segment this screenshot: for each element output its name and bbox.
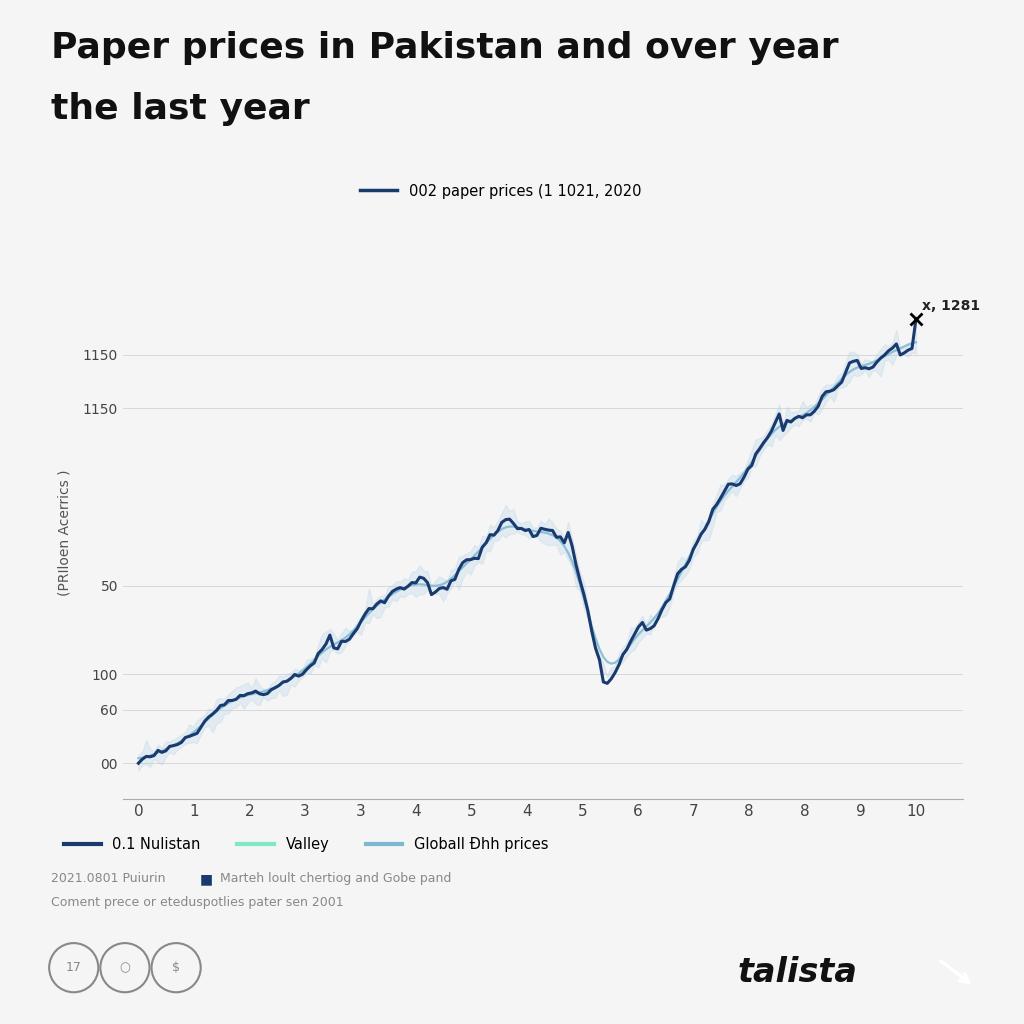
- Text: Marteh loult chertiog and Gobe pand: Marteh loult chertiog and Gobe pand: [220, 872, 452, 886]
- Text: Coment prece or eteduspotlies pater sen 2001: Coment prece or eteduspotlies pater sen …: [51, 896, 344, 909]
- Text: $: $: [172, 962, 180, 974]
- Y-axis label: (PRIloen Acerrics ): (PRIloen Acerrics ): [57, 469, 72, 596]
- Legend: 002 paper prices (1 1021, 2020: 002 paper prices (1 1021, 2020: [354, 178, 647, 205]
- Text: ■: ■: [200, 872, 213, 887]
- Text: the last year: the last year: [51, 92, 310, 126]
- Text: ○: ○: [120, 962, 130, 974]
- Text: Paper prices in Pakistan and over year: Paper prices in Pakistan and over year: [51, 31, 839, 65]
- Text: 17: 17: [66, 962, 82, 974]
- Text: x, 1281: x, 1281: [923, 299, 980, 313]
- Text: 2021.0801 Puiurin: 2021.0801 Puiurin: [51, 872, 166, 886]
- Text: talista: talista: [737, 956, 857, 989]
- Legend: 0.1 Nulistan, Valley, Globall Ðhh prices: 0.1 Nulistan, Valley, Globall Ðhh prices: [58, 831, 554, 858]
